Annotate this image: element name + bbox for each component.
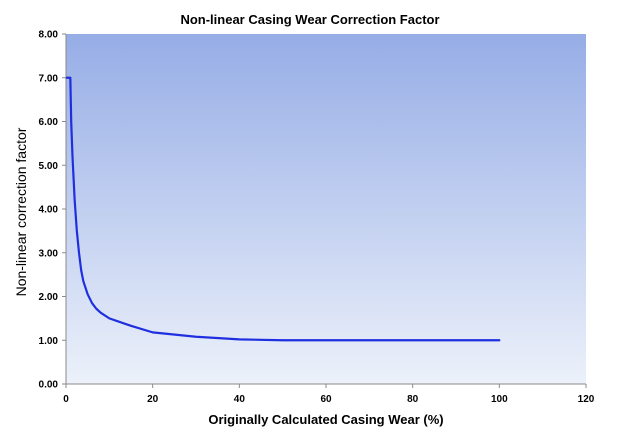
y-tick-label: 2.00 [39,292,59,303]
x-axis [65,383,587,388]
x-tick-label: 120 [578,394,595,405]
x-tick-label: 60 [320,394,332,405]
x-tick-labels: 0 20 40 60 80 100 120 [63,394,595,405]
y-tick-label: 8.00 [39,30,59,41]
x-tick-label: 100 [491,394,508,405]
series-line [65,76,501,342]
x-tick-label: 20 [147,394,159,405]
x-tick-label: 0 [63,394,69,405]
x-axis-label: Originally Calculated Casing Wear (%) [208,412,443,427]
y-tick-labels: 0.00 1.00 2.00 3.00 4.00 5.00 6.00 7.00 8.00 [39,30,59,391]
y-axis-label: Non-linear correction factor [13,127,29,296]
y-tick-label: 4.00 [39,205,59,216]
y-tick-label: 7.00 [39,73,59,84]
y-tick-label: 3.00 [39,248,59,259]
y-tick-label: 6.00 [39,117,59,128]
chart-title: Non-linear Casing Wear Correction Factor [180,12,439,27]
y-tick-label: 5.00 [39,161,59,172]
y-axis [62,33,67,385]
y-tick-label: 1.00 [39,336,59,347]
x-tick-label: 40 [234,394,246,405]
plot-area [66,34,586,384]
x-tick-label: 80 [407,394,419,405]
y-tick-label: 0.00 [39,380,59,391]
